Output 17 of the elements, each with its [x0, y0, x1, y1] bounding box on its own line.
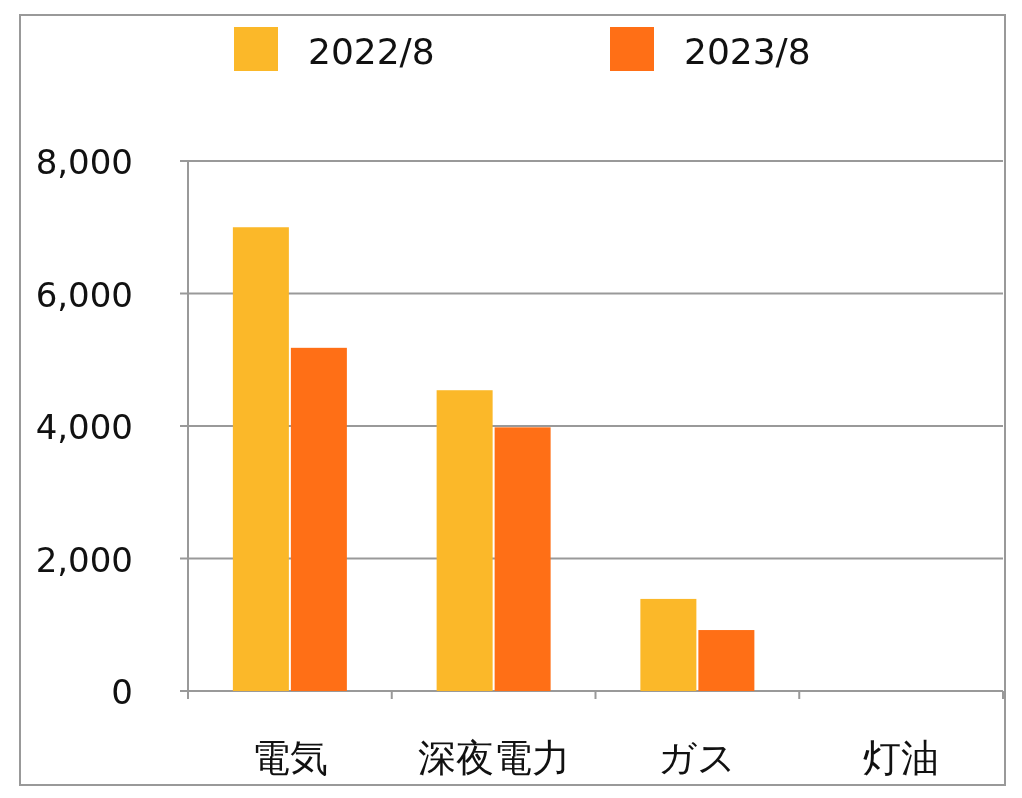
legend-label: 2023/8 — [684, 31, 811, 72]
y-tick-label: 4,000 — [35, 407, 133, 447]
bar — [436, 390, 493, 691]
bar — [290, 347, 347, 691]
y-tick-label: 6,000 — [35, 274, 133, 315]
x-tick-label: 電気 — [251, 736, 328, 780]
bar — [698, 630, 755, 691]
x-tick-label: 深夜電力 — [417, 736, 570, 780]
x-tick-label: ガス — [658, 736, 737, 780]
bar — [232, 227, 289, 691]
legend-label: 2022/8 — [308, 31, 435, 72]
bar — [640, 598, 697, 691]
x-tick-label: 灯油 — [863, 736, 940, 780]
y-tick-label: 2,000 — [35, 539, 133, 580]
bar — [494, 427, 551, 691]
y-tick-label: 0 — [111, 672, 133, 712]
y-tick-label: 8,000 — [35, 142, 133, 182]
